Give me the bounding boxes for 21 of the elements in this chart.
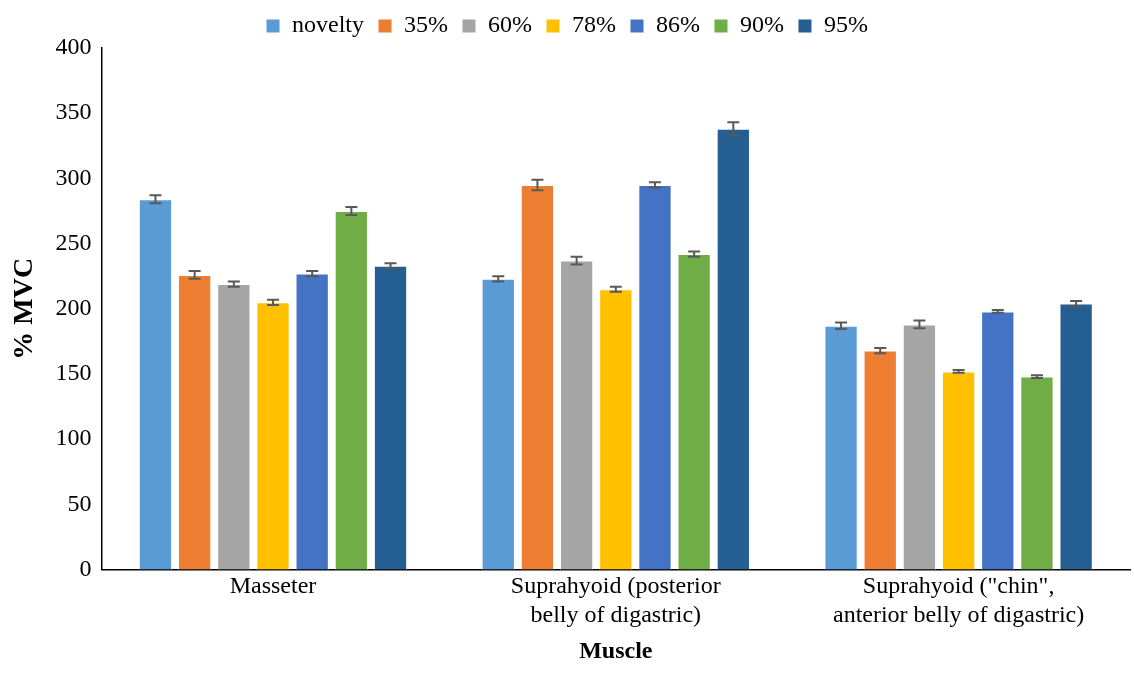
y-tick-label: 50 [67,489,92,516]
x-tick-label: Masseter [229,572,317,599]
y-tick-label: 350 [55,98,92,125]
y-tick-label: 200 [55,294,92,321]
legend-label: 35% [404,11,449,38]
legend-label: 95% [823,11,868,38]
legend-label: 60% [488,11,533,38]
y-tick-label: 0 [79,554,92,581]
x-tick-label: Suprahyoid ("chin", anterior belly of digastric) [832,572,1085,628]
legend-label: 86% [655,11,700,38]
legend-label: 90% [739,11,784,38]
y-tick-label: 300 [55,163,92,190]
y-axis-title: % MVC [7,257,39,360]
y-tick-label: 250 [55,228,92,255]
x-tick-label: Suprahyoid (posterior belly of digastric) [510,572,721,628]
y-tick-label: 150 [55,359,92,386]
y-tick-label: 100 [55,424,92,451]
legend-label: novelty [292,11,365,38]
y-tick-label: 400 [55,33,92,60]
x-axis-title: Muscle [579,636,653,663]
legend-label: 78% [572,11,616,38]
